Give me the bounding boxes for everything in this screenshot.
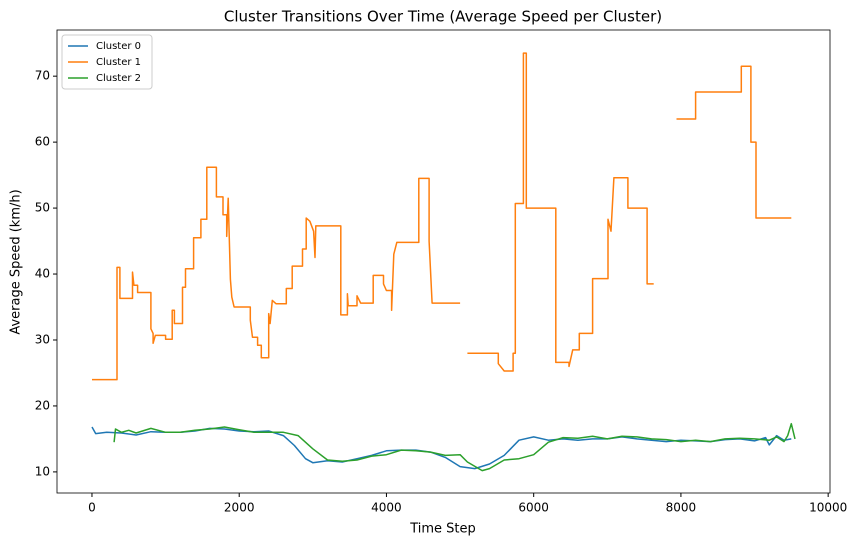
y-axis-label: Average Speed (km/h) [9, 189, 24, 334]
plot-frame [56, 29, 831, 494]
y-tick-label: 70 [35, 69, 50, 83]
series-line [92, 52, 792, 381]
series-line [113, 422, 796, 472]
y-tick-label: 10 [35, 464, 50, 478]
y-tick-label: 30 [35, 332, 50, 346]
y-tick-label: 20 [35, 398, 50, 412]
y-tick-label: 50 [35, 201, 50, 215]
series-line [91, 426, 792, 470]
x-axis-label: Time Step [409, 522, 476, 537]
legend-label: Cluster 2 [96, 73, 141, 84]
x-tick-label: 2000 [224, 501, 255, 515]
legend-box [61, 34, 153, 90]
y-tick-label: 40 [35, 267, 50, 281]
chart-title: Cluster Transitions Over Time (Average S… [224, 8, 662, 26]
x-tick-label: 8000 [666, 501, 697, 515]
x-tick-label: 10000 [809, 501, 847, 515]
x-tick-label: 4000 [371, 501, 402, 515]
x-tick-label: 6000 [518, 501, 549, 515]
legend-label: Cluster 1 [96, 57, 141, 68]
x-tick-label: 0 [88, 501, 96, 515]
legend-label: Cluster 0 [96, 41, 141, 52]
y-tick-label: 60 [35, 135, 50, 149]
